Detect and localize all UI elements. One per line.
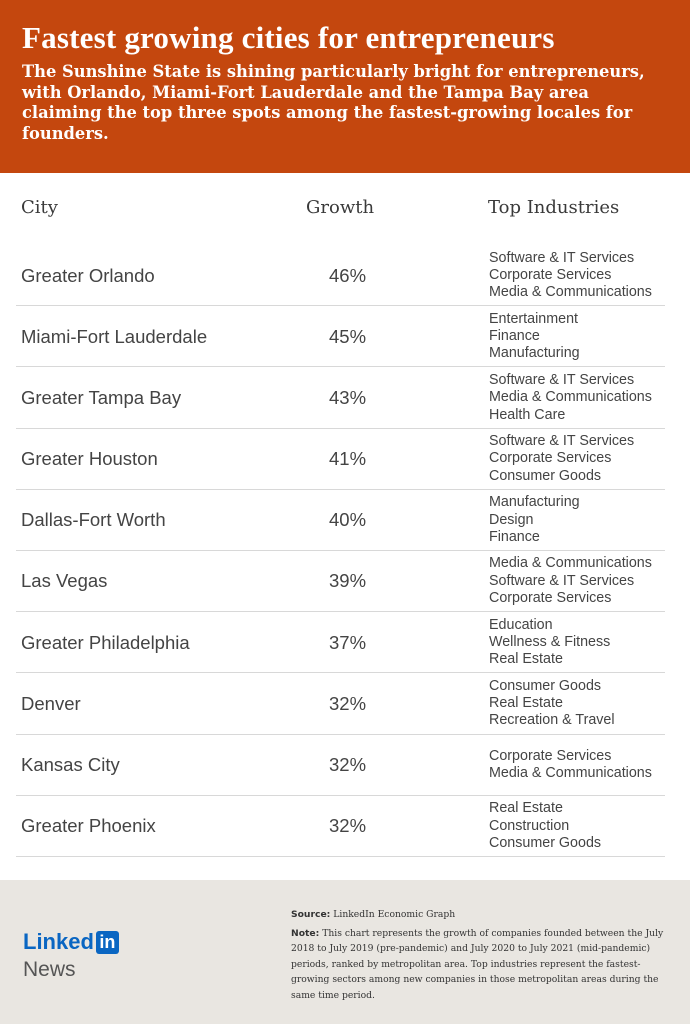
table-row: Miami-Fort Lauderdale 45% Entertainment Fin…	[0, 306, 690, 368]
industry-item: Real Estate	[489, 800, 563, 817]
footer-notes: Source: LinkedIn Economic Graph Note: Th…	[291, 907, 676, 1003]
note-line: Note: This chart represents the growth o…	[291, 926, 676, 1004]
table-row: Greater Orlando 46% Software & IT Services…	[0, 245, 690, 307]
industry-item: Health Care	[489, 406, 566, 423]
city-cell: Greater Houston	[21, 448, 158, 470]
industry-item: Design	[489, 511, 534, 528]
industry-item: Entertainment	[489, 310, 579, 327]
column-header-city: City	[21, 197, 58, 218]
industries-cell: Media & Communications Software & IT Serv…	[489, 551, 652, 612]
growth-cell: 46%	[329, 264, 367, 286]
table-row: Greater Houston 41% Software & IT Services…	[0, 429, 690, 490]
industries-cell: Software & IT Services Corporate Services…	[489, 429, 634, 490]
table-row: Las Vegas 39% Media & Communications Softwa…	[0, 551, 690, 613]
row-divider	[16, 611, 665, 613]
city-cell: Denver	[21, 692, 81, 714]
industry-item: Media & Communications	[489, 284, 652, 301]
city-cell: Greater Philadelphia	[21, 631, 190, 653]
city-cell: Las Vegas	[21, 570, 108, 592]
industry-item: Finance	[489, 328, 540, 345]
row-divider	[16, 733, 665, 735]
table-row: Greater Tampa Bay 43% Software & IT Servic…	[0, 367, 690, 429]
logo-news: News	[23, 958, 76, 981]
growth-cell: 45%	[329, 325, 367, 347]
row-divider	[16, 427, 665, 429]
industry-item: Media & Communications	[489, 765, 652, 781]
industry-item: Recreation & Travel	[489, 712, 615, 729]
growth-cell: 41%	[329, 448, 367, 470]
row-divider	[16, 305, 665, 307]
industry-item: Finance	[489, 528, 540, 545]
industries-cell: Manufacturing Design Finance	[489, 490, 580, 551]
table-row: Denver 32% Consumer Goods Real Estate Recrea…	[0, 673, 690, 735]
footer: Linked in News Source: LinkedIn Economic …	[0, 880, 690, 1024]
industry-item: Wellness & Fitness	[489, 633, 611, 650]
page-subtitle: The Sunshine State is shining particular…	[22, 62, 645, 143]
growth-cell: 32%	[329, 754, 367, 775]
industry-item: Software & IT Services	[489, 572, 635, 589]
industry-item: Media & Communications	[489, 389, 652, 406]
industry-item: Software & IT Services	[489, 433, 635, 450]
column-header-growth: Growth	[306, 197, 375, 218]
row-divider	[16, 672, 665, 674]
city-cell: Greater Phoenix	[21, 815, 156, 837]
city-cell: Miami-Fort Lauderdale	[21, 325, 208, 347]
logo-in-box: in	[95, 930, 119, 954]
city-cell: Kansas City	[21, 754, 120, 775]
industry-item: Consumer Goods	[489, 677, 602, 694]
column-header-industries: Top Industries	[488, 197, 620, 218]
city-cell: Dallas-Fort Worth	[21, 509, 166, 531]
table-row: Dallas-Fort Worth 40% Manufacturing Design F…	[0, 490, 690, 551]
table-row: Greater Philadelphia 37% Education Wellness…	[0, 612, 690, 674]
note-text: This chart represents the growth of comp…	[291, 927, 664, 1001]
table-row: Kansas City 32% Corporate Services Media & …	[0, 735, 690, 796]
industry-item: Software & IT Services	[489, 249, 635, 266]
growth-cell: 40%	[329, 509, 367, 531]
industry-item: Corporate Services	[489, 266, 612, 283]
industry-item: Real Estate	[489, 695, 563, 712]
industries-cell: Software & IT Services Media & Communicat…	[489, 367, 652, 428]
city-table: Greater Orlando 46% Software & IT Services…	[0, 245, 690, 857]
industry-item: Corporate Services	[489, 747, 612, 764]
growth-cell: 39%	[329, 570, 367, 592]
page-title: Fastest growing cities for entrepreneurs	[22, 20, 555, 55]
row-divider	[16, 549, 665, 551]
industry-item: Consumer Goods	[489, 467, 602, 484]
industry-item: Manufacturing	[489, 345, 580, 362]
growth-cell: 32%	[329, 692, 367, 714]
industries-cell: Software & IT Services Corporate Services…	[489, 245, 652, 306]
industries-cell: Education Wellness & Fitness Real Estate	[489, 612, 610, 673]
industry-item: Corporate Services	[489, 450, 612, 467]
industry-item: Software & IT Services	[489, 371, 635, 388]
linkedin-news-logo: Linked in News	[23, 929, 119, 982]
growth-cell: 37%	[329, 631, 367, 653]
industry-item: Consumer Goods	[489, 834, 602, 851]
row-divider	[16, 794, 665, 796]
row-divider	[16, 366, 665, 368]
industry-item: Corporate Services	[489, 590, 612, 607]
table-row: Greater Phoenix 32% Real Estate Constructio…	[0, 796, 690, 857]
industry-item: Construction	[489, 817, 570, 834]
city-cell: Greater Tampa Bay	[21, 386, 182, 408]
source-text: LinkedIn Economic Graph	[330, 909, 456, 920]
note-label: Note:	[291, 927, 320, 939]
industry-item: Real Estate	[489, 651, 563, 668]
row-divider	[16, 488, 665, 490]
row-divider	[16, 855, 665, 857]
source-line: Source: LinkedIn Economic Graph	[291, 907, 676, 923]
logo-word: Linked	[23, 929, 94, 954]
industries-cell: Entertainment Finance Manufacturing	[489, 306, 580, 367]
industry-item: Media & Communications	[489, 555, 652, 572]
industry-item: Manufacturing	[489, 494, 580, 511]
growth-cell: 43%	[329, 386, 367, 408]
industry-item: Education	[489, 616, 553, 633]
industries-cell: Real Estate Construction Consumer Goods	[489, 796, 601, 857]
city-cell: Greater Orlando	[21, 264, 155, 286]
industries-cell: Consumer Goods Real Estate Recreation & Tr…	[489, 673, 615, 734]
source-label: Source:	[291, 909, 331, 920]
growth-cell: 32%	[329, 815, 367, 837]
industries-cell: Corporate Services Media & Communications	[489, 735, 652, 796]
header-banner: Fastest growing cities for entrepreneurs…	[0, 0, 690, 173]
